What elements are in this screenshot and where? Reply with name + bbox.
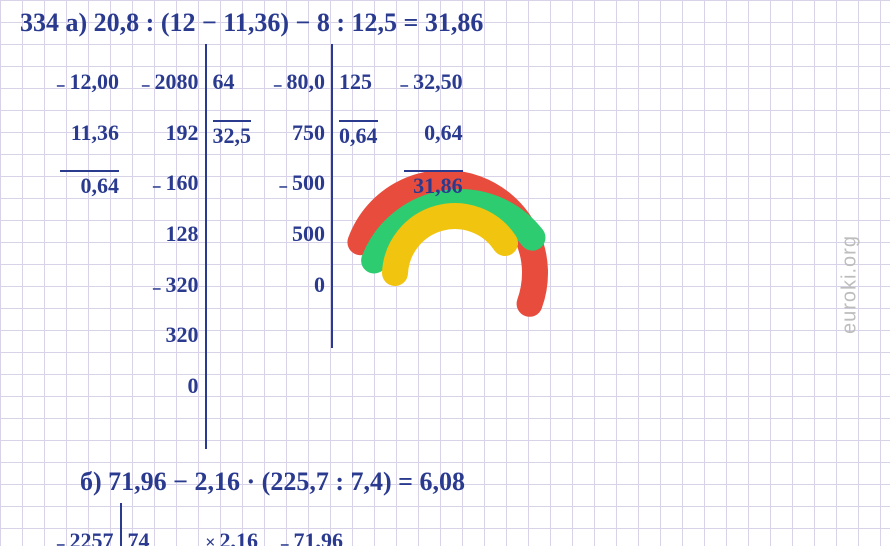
mul1-a: 2,16 (198, 528, 259, 546)
div1-step0: 192 (145, 120, 199, 145)
part-a-equation: 20,8 : (12 − 11,36) − 8 : 12,5 = 31,86 (94, 8, 484, 37)
div2-quotient: 0,64 (339, 120, 378, 148)
div1-dividend: 2080 (145, 69, 199, 94)
div1-quotient: 32,5 (213, 120, 252, 148)
part-b-div1: 2257 222 370 370 0 74 30,5 (60, 503, 172, 546)
part-a-sub2: 32,50 0,64 31,86 (404, 44, 463, 249)
div1-step3: 320 (145, 272, 199, 297)
part-a-label: а) (66, 8, 88, 37)
div2-dividend: 80,0 (277, 69, 325, 94)
sub2-result: 31,86 (404, 170, 463, 198)
sub1-minuend: 12,00 (60, 69, 119, 94)
div1-step5: 0 (145, 373, 199, 398)
part-b-work: 2257 222 370 370 0 74 30,5 2,16 30,5 108… (60, 503, 870, 546)
handwriting-content: 334 а) 20,8 : (12 − 11,36) − 8 : 12,5 = … (0, 0, 890, 546)
part-a-work: 12,00 11,36 0,64 2080 192 160 128 320 32… (60, 44, 870, 449)
part-b-label: б) (80, 467, 102, 496)
part-a-equation-line: 334 а) 20,8 : (12 − 11,36) − 8 : 12,5 = … (20, 8, 870, 38)
div2-step1: 500 (277, 170, 325, 195)
div2-step0: 750 (277, 120, 325, 145)
part-a-div2: 80,0 750 500 500 0 125 0,64 (277, 44, 378, 348)
div2-divisor: 125 (339, 69, 378, 94)
bsub1-minuend: 71,96 (284, 528, 343, 546)
sub2-minuend: 32,50 (404, 69, 463, 94)
part-b-sub1: 71,96 65,88 6,08 (284, 503, 343, 546)
part-b-mul1: 2,16 30,5 1080 648 65,880 (198, 503, 259, 546)
div2-step2: 500 (277, 221, 325, 246)
part-b-equation-line: б) 71,96 − 2,16 · (225,7 : 7,4) = 6,08 (80, 467, 870, 497)
bdiv1-divisor: 74 (128, 528, 172, 546)
div1-step2: 128 (145, 221, 199, 246)
bdiv1-dividend: 2257 (60, 528, 114, 546)
sub1-result: 0,64 (60, 170, 119, 198)
part-b-equation: 71,96 − 2,16 · (225,7 : 7,4) = 6,08 (108, 467, 465, 496)
div1-step1: 160 (145, 170, 199, 195)
div2-step3: 0 (277, 272, 325, 297)
sub1-subtrahend: 11,36 (60, 120, 119, 145)
div1-divisor: 64 (213, 69, 252, 94)
part-a-div1: 2080 192 160 128 320 320 0 64 32,5 (145, 44, 251, 449)
sub2-subtrahend: 0,64 (404, 120, 463, 145)
part-a-sub1: 12,00 11,36 0,64 (60, 44, 119, 249)
problem-number: 334 (20, 8, 59, 37)
div1-step4: 320 (145, 322, 199, 347)
